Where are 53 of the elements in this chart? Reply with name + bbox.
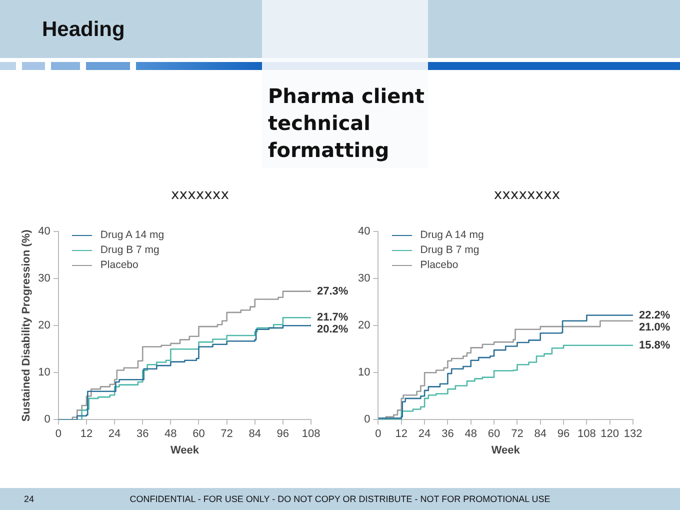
x-tick-label: 24 — [108, 428, 121, 440]
y-tick-label: 40 — [358, 226, 370, 238]
y-tick-label: 40 — [38, 226, 50, 238]
y-tick-label: 30 — [358, 272, 370, 285]
y-axis-title: Sustained Disability Progression (%) — [20, 229, 33, 422]
text: 24 — [24, 494, 34, 504]
data-label: 20.2% — [317, 324, 348, 336]
x-tick-label: 96 — [557, 428, 570, 440]
legend-label: Drug B 7 mg — [100, 242, 160, 258]
x-tick-label: 24 — [418, 428, 431, 440]
x-tick-label: 72 — [220, 428, 233, 440]
data-label: 21.7% — [317, 312, 348, 324]
x-tick-label: 12 — [80, 428, 93, 440]
x-axis-title: Week — [170, 444, 200, 456]
x-tick-label: 0 — [55, 428, 62, 440]
x-axis-title: Week — [491, 444, 521, 456]
text: Heading — [42, 18, 125, 42]
x-tick-label: 12 — [395, 428, 408, 440]
data-label: 15.8% — [639, 339, 670, 352]
legend-label: Drug A 14 mg — [420, 228, 484, 243]
chart-title: xxxxxxxx — [492, 187, 562, 203]
legend-label: Drug B 7 mg — [420, 242, 480, 258]
y-tick-label: 0 — [364, 414, 370, 426]
y-tick-label: 20 — [358, 320, 370, 332]
legend-label: Drug A 14 mg — [100, 228, 164, 243]
text: Pharma client technical formatting — [268, 83, 426, 164]
x-tick-label: 0 — [375, 428, 382, 440]
data-label: 27.3% — [317, 285, 348, 298]
x-tick-label: 96 — [276, 428, 290, 440]
y-tick-label: 20 — [38, 320, 50, 332]
x-tick-label: 48 — [464, 428, 477, 440]
y-tick-label: 30 — [38, 272, 50, 285]
data-label: 22.2% — [639, 309, 670, 322]
x-tick-label: 84 — [534, 428, 546, 440]
x-tick-label: 48 — [164, 428, 177, 440]
text: CONFIDENTIAL - FOR USE ONLY - DO NOT COPY OR DISTRIBUTE - NOT FOR PROMOTIONAL USE — [128, 494, 552, 504]
data-label: 21.0% — [639, 321, 670, 334]
x-tick-label: 120 — [600, 428, 620, 440]
x-tick-label: 36 — [442, 428, 454, 440]
x-tick-label: 132 — [624, 428, 642, 440]
y-tick-label: 0 — [44, 414, 50, 426]
y-tick-label: 10 — [38, 366, 50, 379]
x-tick-label: 108 — [302, 428, 320, 440]
x-tick-label: 72 — [511, 428, 524, 440]
legend-label: Placebo — [100, 258, 138, 273]
x-tick-label: 60 — [192, 428, 205, 440]
chart-title: xxxxxxx — [170, 187, 230, 203]
x-tick-label: 108 — [578, 428, 596, 440]
x-tick-label: 36 — [136, 428, 149, 440]
x-tick-label: 84 — [248, 428, 261, 440]
y-tick-label: 10 — [358, 366, 370, 379]
legend-label: Placebo — [420, 258, 458, 273]
x-tick-label: 60 — [488, 428, 500, 440]
